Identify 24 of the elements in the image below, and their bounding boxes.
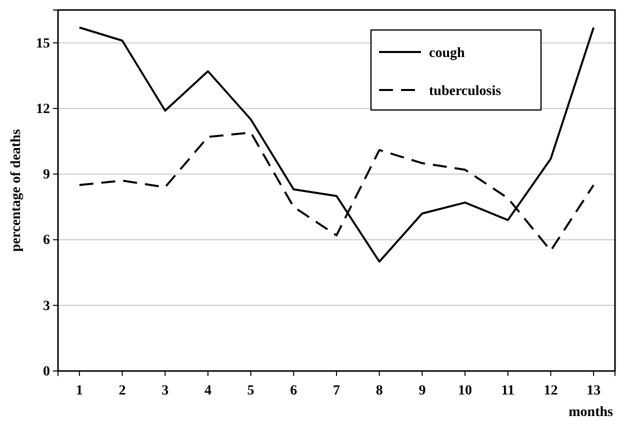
x-tick-label: 6	[290, 383, 298, 398]
legend-label: cough	[429, 46, 465, 61]
x-tick-label: 10	[458, 383, 472, 398]
y-tick-label: 9	[43, 168, 50, 183]
x-tick-label: 12	[544, 383, 558, 398]
x-tick-label: 13	[586, 383, 601, 398]
x-tick-label: 9	[418, 383, 426, 398]
x-tick-label: 1	[76, 383, 83, 398]
y-tick-label: 6	[43, 233, 50, 248]
x-tick-label: 3	[162, 383, 169, 398]
y-axis-title: percentage of deaths	[9, 128, 24, 252]
x-tick-label: 4	[204, 383, 212, 398]
x-tick-label: 8	[376, 383, 383, 398]
y-tick-label: 0	[43, 364, 50, 380]
x-tick-label: 11	[501, 383, 514, 398]
line-series	[78, 26, 595, 263]
x-tick-label: 5	[247, 383, 254, 398]
x-tick-label: 7	[333, 383, 340, 398]
y-tick-label: 15	[36, 36, 50, 52]
y-tick-label: 3	[43, 298, 50, 314]
x-axis-title: months	[568, 405, 614, 420]
legend-label: tuberculosis	[429, 84, 502, 99]
x-tick-label: 2	[118, 383, 126, 398]
y-tick-label: 12	[36, 102, 50, 117]
